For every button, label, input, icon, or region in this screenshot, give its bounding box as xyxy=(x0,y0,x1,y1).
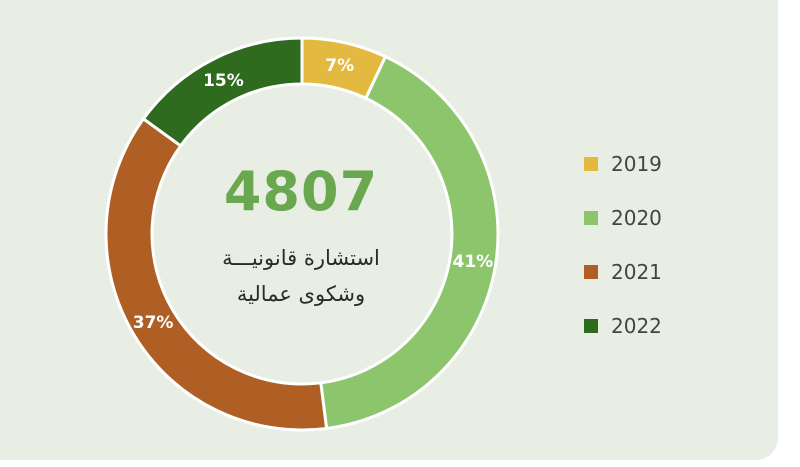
center-caption-line-2: وشكوى عمالية xyxy=(236,282,366,306)
center-total-value: 4807 xyxy=(223,160,379,223)
legend-item-2022: 2022 xyxy=(584,310,662,342)
slice-label-2021: 37% xyxy=(133,313,174,333)
donut-slice-2022 xyxy=(141,36,304,148)
legend-swatch xyxy=(584,319,598,333)
donut-slice-2021 xyxy=(104,116,329,432)
legend-label: 2022 xyxy=(611,314,662,338)
donut-slice-2020 xyxy=(319,54,500,431)
legend: 2019 2020 2021 2022 xyxy=(584,148,662,364)
center-caption-line-1: استشارة قانونيـــة xyxy=(222,246,380,270)
legend-swatch xyxy=(584,265,598,279)
legend-label: 2019 xyxy=(611,152,662,176)
legend-swatch xyxy=(584,211,598,225)
legend-label: 2021 xyxy=(611,260,662,284)
slice-label-2020: 41% xyxy=(453,252,494,272)
slice-label-2019: 7% xyxy=(325,56,354,76)
legend-item-2021: 2021 xyxy=(584,256,662,288)
legend-item-2019: 2019 xyxy=(584,148,662,180)
legend-swatch xyxy=(584,157,598,171)
slice-label-2022: 15% xyxy=(203,71,244,91)
center-caption: استشارة قانونيـــة وشكوى عمالية xyxy=(201,240,401,312)
legend-label: 2020 xyxy=(611,206,662,230)
legend-item-2020: 2020 xyxy=(584,202,662,234)
